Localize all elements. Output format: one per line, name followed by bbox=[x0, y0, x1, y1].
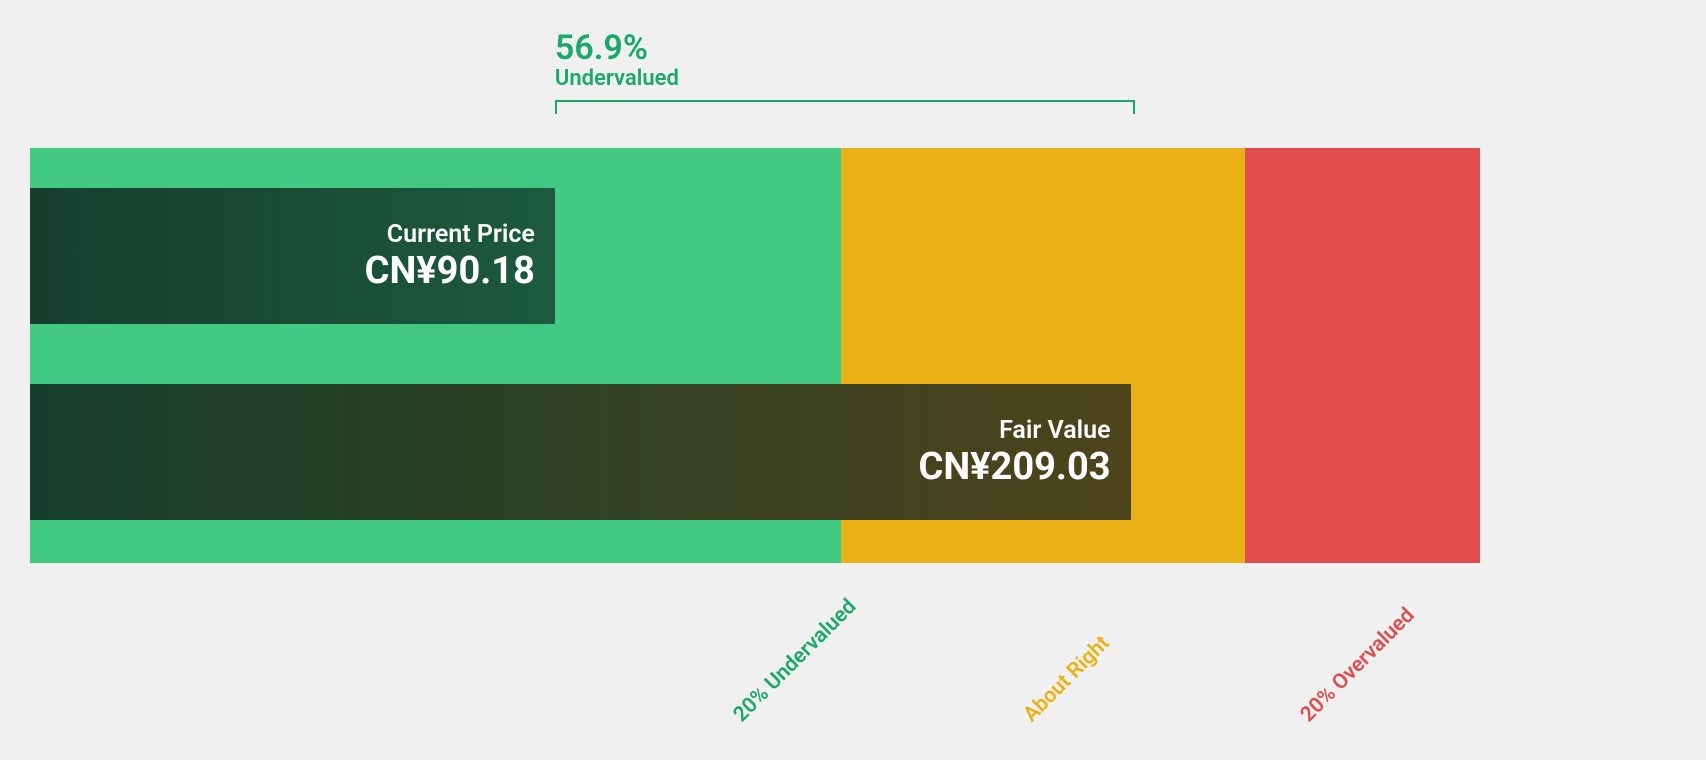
undervalued-status: Undervalued bbox=[555, 66, 679, 91]
current-price-value: CN¥90.18 bbox=[365, 249, 535, 293]
current-price-label: Current Price bbox=[387, 220, 535, 249]
undervalued-percent: 56.9% bbox=[555, 28, 648, 68]
fair-value-bar: Fair Value CN¥209.03 bbox=[30, 384, 1131, 520]
current-price-bar: Current Price CN¥90.18 bbox=[30, 188, 555, 324]
label-about-right: About Right bbox=[1019, 631, 1115, 727]
valuation-chart: 56.9% Undervalued Current Price CN¥90.18… bbox=[0, 0, 1706, 760]
fair-value-label: Fair Value bbox=[999, 416, 1110, 445]
label-20pct-overvalued: 20% Overvalued bbox=[1296, 604, 1419, 727]
zone-overvalued bbox=[1245, 148, 1480, 563]
fair-value-value: CN¥209.03 bbox=[918, 445, 1110, 489]
label-20pct-undervalued: 20% Undervalued bbox=[729, 595, 861, 727]
gap-bracket bbox=[555, 100, 1135, 114]
